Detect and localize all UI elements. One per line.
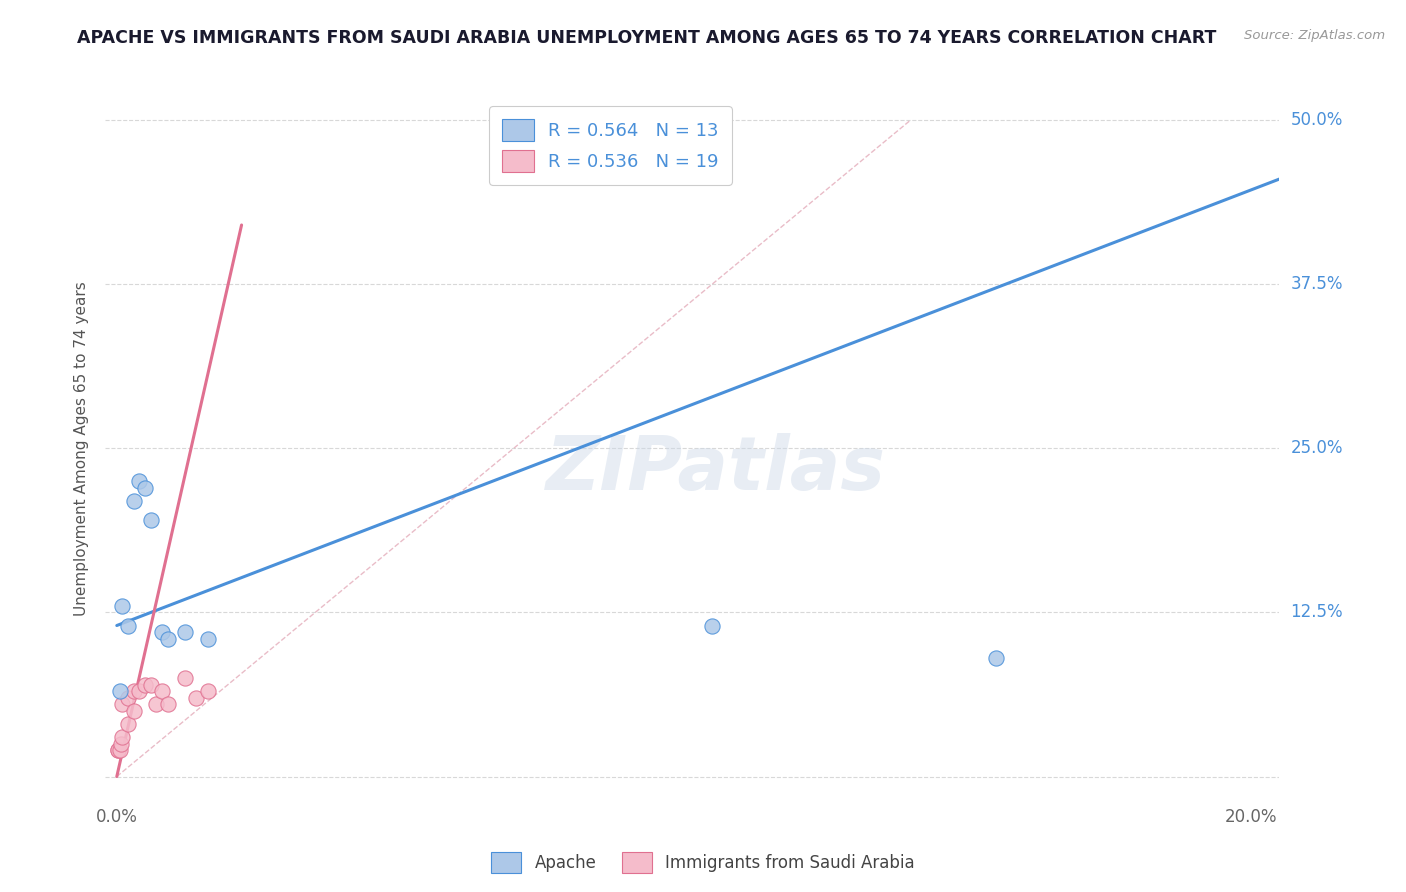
Legend: R = 0.564   N = 13, R = 0.536   N = 19: R = 0.564 N = 13, R = 0.536 N = 19 bbox=[489, 106, 731, 185]
Point bbox=[186, 690, 208, 705]
Text: 37.5%: 37.5% bbox=[1291, 275, 1343, 293]
Point bbox=[134, 481, 156, 495]
Point bbox=[111, 599, 134, 613]
Point bbox=[984, 651, 1007, 665]
Point bbox=[108, 684, 131, 698]
Text: 50.0%: 50.0% bbox=[1291, 111, 1343, 129]
Point bbox=[117, 717, 139, 731]
Point bbox=[117, 618, 139, 632]
Text: 12.5%: 12.5% bbox=[1291, 603, 1343, 622]
Point bbox=[197, 684, 219, 698]
Text: Source: ZipAtlas.com: Source: ZipAtlas.com bbox=[1244, 29, 1385, 42]
Text: 25.0%: 25.0% bbox=[1291, 439, 1343, 458]
Point bbox=[111, 698, 134, 712]
Point bbox=[145, 698, 167, 712]
Point bbox=[134, 678, 156, 692]
Text: ZIPatlas: ZIPatlas bbox=[546, 433, 886, 506]
Point bbox=[150, 684, 173, 698]
Legend: Apache, Immigrants from Saudi Arabia: Apache, Immigrants from Saudi Arabia bbox=[485, 846, 921, 880]
Point bbox=[107, 743, 129, 757]
Point bbox=[156, 632, 179, 646]
Point bbox=[702, 618, 724, 632]
Point bbox=[173, 671, 195, 685]
Point bbox=[139, 513, 162, 527]
Point bbox=[108, 743, 131, 757]
Point bbox=[117, 690, 139, 705]
Point bbox=[197, 632, 219, 646]
Point bbox=[128, 684, 150, 698]
Point bbox=[128, 474, 150, 488]
Point bbox=[173, 625, 195, 640]
Point bbox=[111, 730, 134, 744]
Point bbox=[110, 737, 132, 751]
Y-axis label: Unemployment Among Ages 65 to 74 years: Unemployment Among Ages 65 to 74 years bbox=[75, 281, 90, 615]
Point bbox=[107, 743, 129, 757]
Point bbox=[150, 625, 173, 640]
Point bbox=[122, 684, 145, 698]
Point bbox=[122, 704, 145, 718]
Point bbox=[122, 493, 145, 508]
Text: APACHE VS IMMIGRANTS FROM SAUDI ARABIA UNEMPLOYMENT AMONG AGES 65 TO 74 YEARS CO: APACHE VS IMMIGRANTS FROM SAUDI ARABIA U… bbox=[77, 29, 1216, 46]
Point bbox=[139, 678, 162, 692]
Point bbox=[156, 698, 179, 712]
